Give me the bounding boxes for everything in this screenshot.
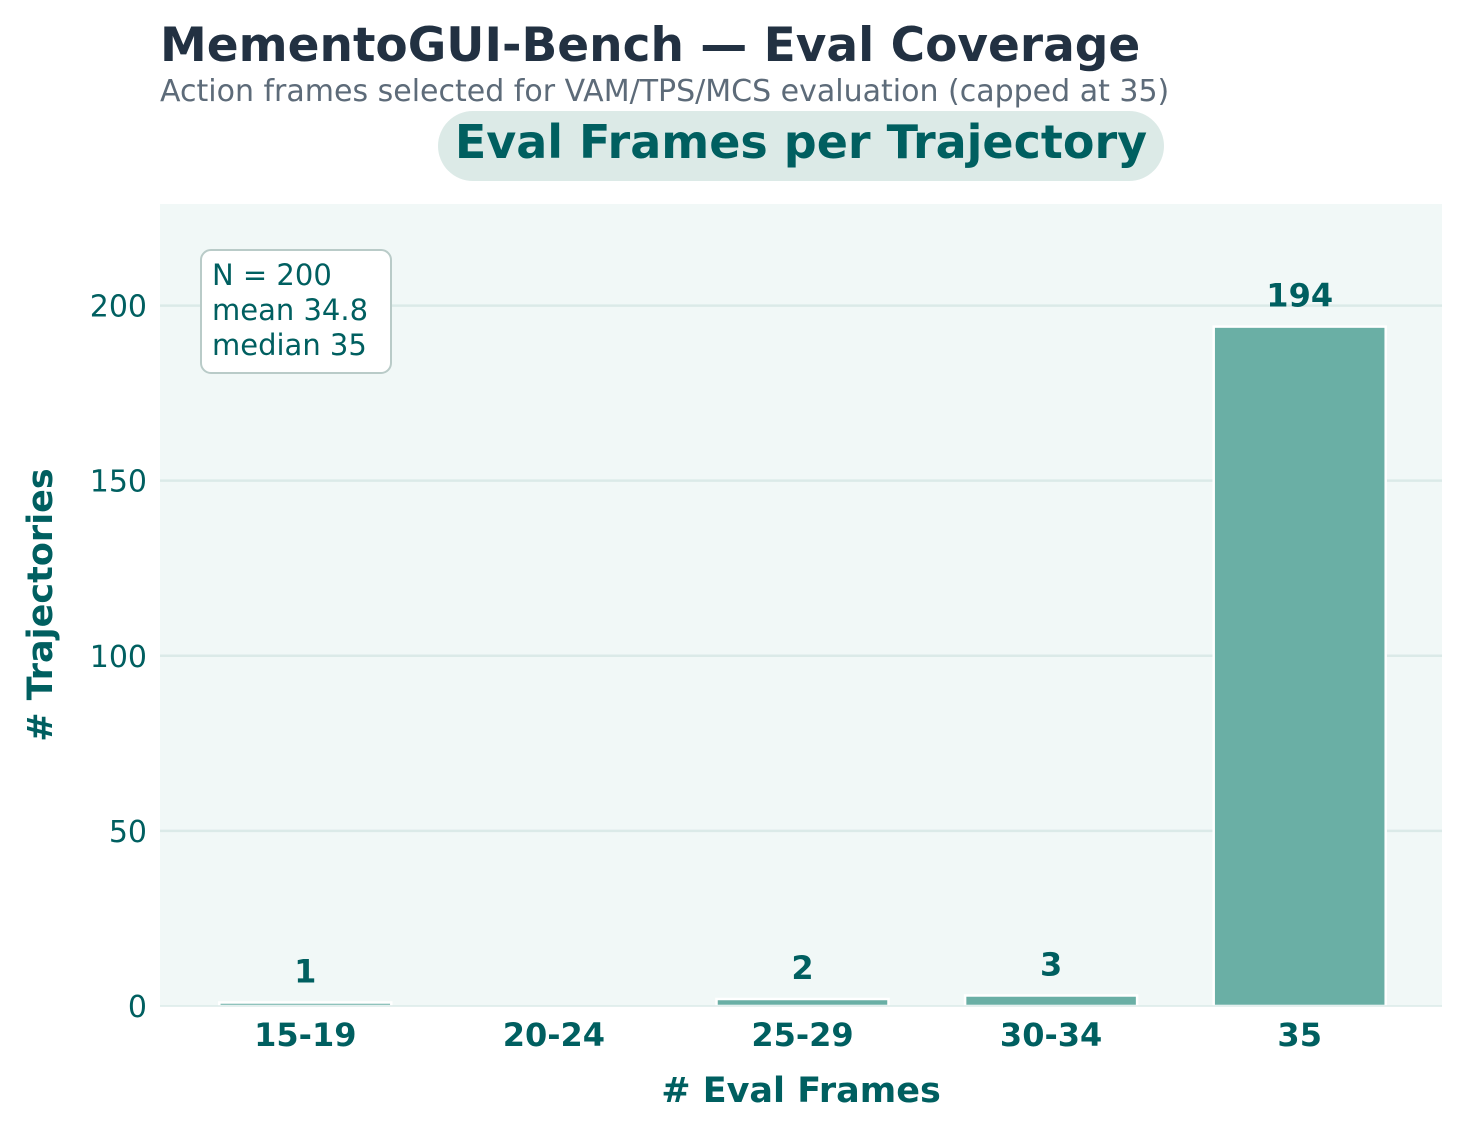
y-tick-labels: 0 50 100 150 200 — [90, 290, 147, 1025]
stats-box: N = 200 mean 34.8 median 35 — [200, 249, 392, 374]
bar-value-label: 3 — [1040, 945, 1062, 983]
page-title: MementoGUI-Bench — Eval Coverage — [160, 18, 1141, 73]
chart-title-pill — [438, 111, 1164, 181]
x-axis-label: # Eval Frames — [661, 1071, 941, 1111]
y-tick-label: 150 — [90, 465, 147, 500]
y-tick-label: 200 — [90, 290, 147, 325]
stats-box-median: median 35 — [212, 328, 367, 362]
y-tick-label: 50 — [109, 815, 147, 850]
x-tick-label: 20-24 — [503, 1016, 605, 1054]
bar — [1212, 325, 1387, 1008]
bar — [963, 994, 1139, 1008]
bars — [218, 325, 1387, 1008]
x-tick-label: 30-34 — [1000, 1016, 1102, 1054]
stats-box-n: N = 200 — [212, 258, 332, 292]
x-tick-label: 15-19 — [254, 1016, 356, 1054]
bar — [715, 997, 890, 1008]
y-tick-label: 100 — [90, 640, 147, 675]
bar-value-labels: 1 2 3 194 — [294, 277, 1333, 991]
stats-box-frame — [200, 249, 392, 374]
x-tick-label: 25-29 — [751, 1016, 853, 1054]
x-tick-labels: 15-19 20-24 25-29 30-34 35 — [254, 1016, 1322, 1054]
bar-value-label: 2 — [791, 949, 813, 987]
x-tick-label: 35 — [1277, 1016, 1322, 1054]
stats-box-mean: mean 34.8 — [212, 293, 368, 327]
bar-value-label: 194 — [1266, 277, 1333, 315]
y-tick-label: 0 — [128, 990, 147, 1025]
y-axis-label: # Trajectories — [21, 468, 61, 742]
page-subtitle: Action frames selected for VAM/TPS/MCS e… — [160, 74, 1170, 109]
chart-title: Eval Frames per Trajectory — [455, 115, 1147, 169]
bar-value-label: 1 — [294, 952, 316, 990]
